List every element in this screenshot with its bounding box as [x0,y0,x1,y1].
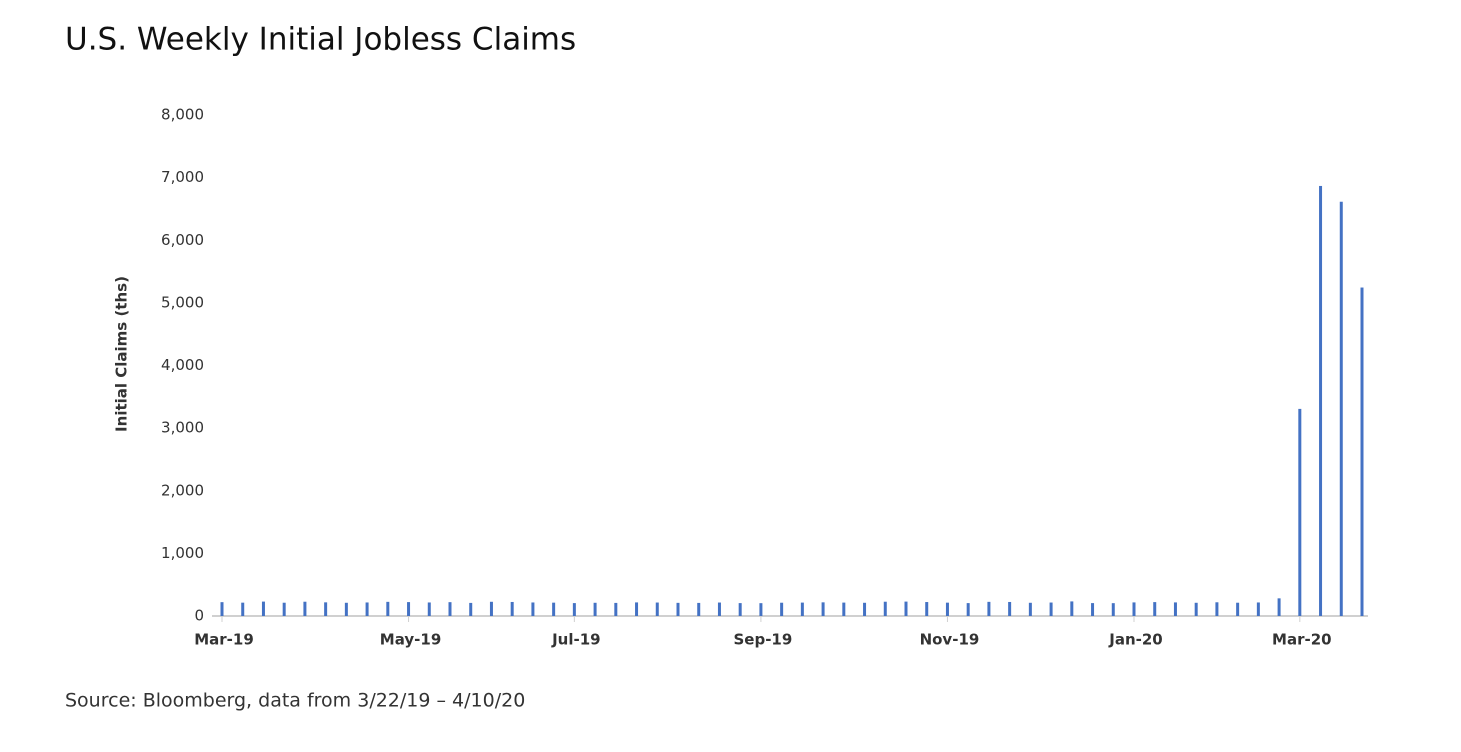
bar [572,603,576,616]
bar [241,602,245,616]
bar [1339,201,1343,616]
bar [469,602,473,616]
bar [1111,603,1115,616]
bar [717,602,721,616]
bar [303,601,307,616]
bar [1298,408,1302,616]
y-tick-label: 7,000 [161,168,204,186]
x-tick-label: Sep-19 [733,631,792,649]
bar [883,601,887,616]
bar [365,602,369,616]
bar [614,602,618,616]
x-tick-label: May-19 [380,631,441,649]
y-tick-label: 1,000 [161,544,204,562]
bar [427,602,431,616]
source-note: Source: Bloomberg, data from 3/22/19 – 4… [65,690,525,712]
bar [1173,602,1177,616]
y-axis-label: Initial Claims (ths) [113,276,131,432]
bar [1132,602,1136,616]
bar [282,602,286,616]
chart-title: U.S. Weekly Initial Jobless Claims [65,22,576,58]
bar [1194,602,1198,616]
x-tick-label: Mar-20 [1272,631,1332,649]
bar [1049,602,1053,616]
bar [1070,601,1074,616]
bar [552,602,556,616]
x-tick-label: Mar-19 [194,631,254,649]
bar [1360,287,1364,616]
bar [386,601,390,616]
bar [945,602,949,616]
bar [1008,601,1012,616]
bar [1215,602,1219,616]
x-tick-label: Jul-19 [551,631,601,649]
bar [676,602,680,616]
bar [344,602,348,616]
bar [489,601,493,616]
y-tick-label: 3,000 [161,419,204,437]
bar [655,602,659,616]
bar [697,602,701,616]
y-tick-label: 8,000 [161,106,204,124]
bar [842,602,846,616]
bar [220,602,224,616]
bar [800,602,804,616]
bar [324,602,328,616]
y-tick-label: 2,000 [161,481,204,499]
bar [448,602,452,616]
x-tick-label: Nov-19 [920,631,980,649]
bar [1091,603,1095,616]
bar [261,601,265,616]
bar [904,601,908,616]
y-tick-label: 4,000 [161,356,204,374]
bar [1319,185,1323,616]
bar [1153,602,1157,616]
y-tick-label: 6,000 [161,231,204,249]
bar [1256,602,1260,616]
bar [593,602,597,616]
bar [987,601,991,616]
y-tick-label: 5,000 [161,293,204,311]
bar [863,602,867,616]
bar [1028,602,1032,616]
bar [1236,602,1240,616]
y-tick-label: 0 [194,607,204,625]
bar [821,602,825,616]
bar [1277,598,1281,616]
bar [407,602,411,616]
x-tick-label: Jan-20 [1108,631,1162,649]
bar [966,603,970,616]
bar [780,602,784,616]
bar [925,602,929,616]
bar [738,603,742,616]
bar [759,603,763,616]
bar [531,602,535,616]
bar [510,601,514,616]
bar [635,602,639,616]
